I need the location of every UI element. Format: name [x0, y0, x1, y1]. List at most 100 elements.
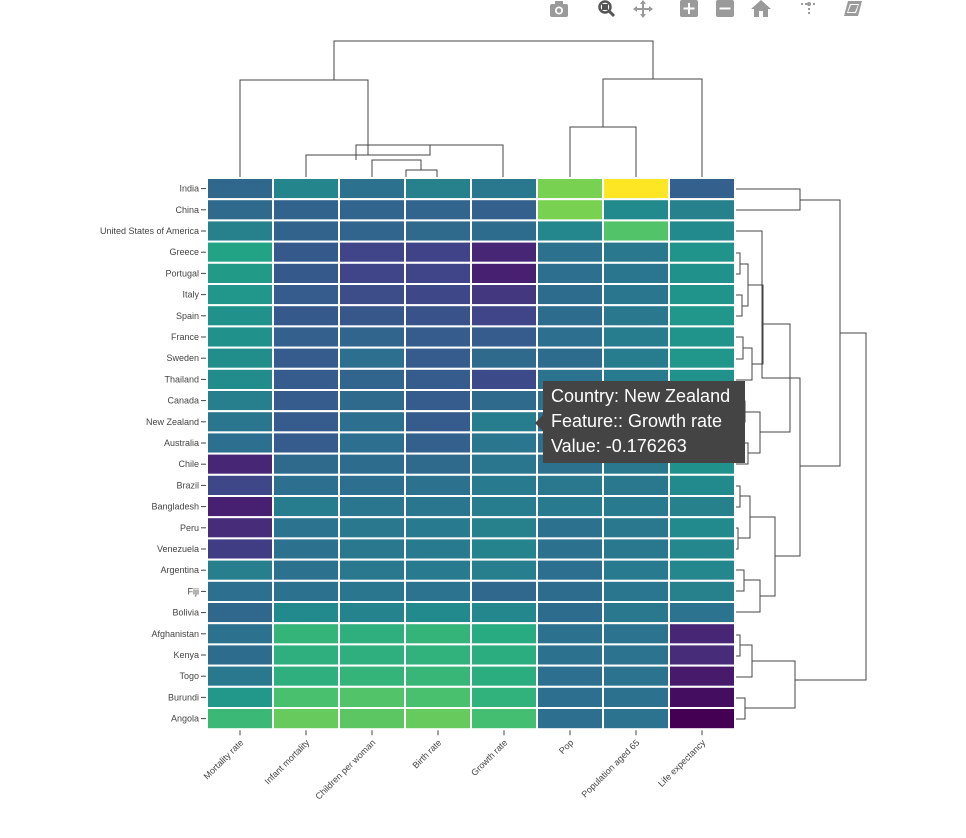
heatmap-cell[interactable]	[206, 325, 274, 349]
heatmap-cell[interactable]	[470, 389, 538, 413]
heatmap-cell[interactable]	[338, 219, 406, 243]
heatmap-cell[interactable]	[470, 367, 538, 391]
heatmap-cell[interactable]	[272, 579, 340, 603]
heatmap-cell[interactable]	[404, 643, 472, 667]
heatmap-cell[interactable]	[206, 537, 274, 561]
heatmap-cell[interactable]	[470, 177, 538, 201]
heatmap-cell[interactable]	[668, 304, 736, 328]
heatmap-cell[interactable]	[536, 643, 604, 667]
heatmap-cell[interactable]	[470, 601, 538, 625]
heatmap-cell[interactable]	[206, 643, 274, 667]
heatmap-cell[interactable]	[536, 516, 604, 540]
heatmap-cell[interactable]	[206, 558, 274, 582]
heatmap-cell[interactable]	[272, 346, 340, 370]
heatmap-cell[interactable]	[470, 452, 538, 476]
heatmap-cell[interactable]	[470, 410, 538, 434]
heatmap-cell[interactable]	[536, 219, 604, 243]
pan-icon[interactable]	[632, 0, 658, 20]
heatmap-cell[interactable]	[470, 240, 538, 264]
heatmap-cell[interactable]	[602, 304, 670, 328]
heatmap-cell[interactable]	[602, 516, 670, 540]
heatmap-cell[interactable]	[338, 516, 406, 540]
heatmap-cell[interactable]	[602, 601, 670, 625]
heatmap-cell[interactable]	[536, 495, 604, 519]
heatmap-cell[interactable]	[338, 664, 406, 688]
heatmap-cell[interactable]	[338, 325, 406, 349]
heatmap-cell[interactable]	[536, 685, 604, 709]
heatmap-cell[interactable]	[602, 643, 670, 667]
heatmap-cell[interactable]	[206, 516, 274, 540]
heatmap-cell[interactable]	[602, 261, 670, 285]
heatmap-cell[interactable]	[206, 219, 274, 243]
heatmap-cell[interactable]	[404, 452, 472, 476]
heatmap-cell[interactable]	[272, 516, 340, 540]
heatmap-cell[interactable]	[206, 367, 274, 391]
heatmap-cell[interactable]	[404, 198, 472, 222]
heatmap-cell[interactable]	[536, 622, 604, 646]
heatmap-cell[interactable]	[338, 579, 406, 603]
heatmap-cell[interactable]	[404, 579, 472, 603]
heatmap-cell[interactable]	[338, 452, 406, 476]
heatmap-cell[interactable]	[206, 601, 274, 625]
heatmap-cell[interactable]	[404, 601, 472, 625]
heatmap-cell[interactable]	[602, 240, 670, 264]
heatmap-cell[interactable]	[272, 410, 340, 434]
heatmap-cell[interactable]	[272, 495, 340, 519]
heatmap-cell[interactable]	[404, 495, 472, 519]
heatmap-cell[interactable]	[602, 198, 670, 222]
heatmap-cell[interactable]	[206, 664, 274, 688]
heatmap-cell[interactable]	[470, 707, 538, 731]
heatmap-cell[interactable]	[272, 325, 340, 349]
heatmap-cell[interactable]	[668, 177, 736, 201]
heatmap-cell[interactable]	[338, 304, 406, 328]
heatmap-cell[interactable]	[272, 367, 340, 391]
heatmap-cell[interactable]	[536, 537, 604, 561]
camera-icon[interactable]	[548, 0, 574, 20]
heatmap-cell[interactable]	[536, 325, 604, 349]
heatmap-cell[interactable]	[272, 177, 340, 201]
heatmap-cell[interactable]	[536, 198, 604, 222]
heatmap-cell[interactable]	[206, 685, 274, 709]
zoom-out-icon[interactable]	[714, 0, 740, 20]
zoom-in-icon[interactable]	[678, 0, 704, 20]
heatmap-cell[interactable]	[470, 198, 538, 222]
heatmap-cell[interactable]	[668, 473, 736, 497]
heatmap-cell[interactable]	[470, 558, 538, 582]
heatmap-cell[interactable]	[536, 261, 604, 285]
heatmap-cell[interactable]	[404, 685, 472, 709]
heatmap-cell[interactable]	[470, 495, 538, 519]
heatmap-cell[interactable]	[602, 495, 670, 519]
heatmap-cell[interactable]	[470, 431, 538, 455]
heatmap-cell[interactable]	[602, 537, 670, 561]
heatmap-cell[interactable]	[338, 495, 406, 519]
heatmap-cell[interactable]	[536, 558, 604, 582]
heatmap-cell[interactable]	[338, 537, 406, 561]
heatmap-cell[interactable]	[338, 431, 406, 455]
heatmap-cell[interactable]	[206, 177, 274, 201]
heatmap-cell[interactable]	[338, 367, 406, 391]
heatmap-cell[interactable]	[404, 219, 472, 243]
heatmap-cell[interactable]	[338, 198, 406, 222]
heatmap-cell[interactable]	[272, 304, 340, 328]
heatmap-cell[interactable]	[338, 283, 406, 307]
heatmap-cell[interactable]	[668, 579, 736, 603]
heatmap-cell[interactable]	[404, 431, 472, 455]
heatmap-cell[interactable]	[404, 707, 472, 731]
heatmap-cell[interactable]	[602, 219, 670, 243]
heatmap-cell[interactable]	[470, 579, 538, 603]
heatmap-cell[interactable]	[338, 410, 406, 434]
heatmap-cell[interactable]	[206, 304, 274, 328]
heatmap-cell[interactable]	[602, 579, 670, 603]
heatmap-cell[interactable]	[272, 622, 340, 646]
heatmap-cell[interactable]	[470, 283, 538, 307]
heatmap-cell[interactable]	[404, 622, 472, 646]
heatmap-cell[interactable]	[668, 601, 736, 625]
heatmap-cell[interactable]	[206, 579, 274, 603]
home-icon[interactable]	[750, 0, 776, 20]
heatmap-cell[interactable]	[668, 516, 736, 540]
heatmap-cell[interactable]	[404, 325, 472, 349]
heatmap-cell[interactable]	[404, 283, 472, 307]
heatmap-cell[interactable]	[272, 643, 340, 667]
heatmap-cell[interactable]	[668, 495, 736, 519]
heatmap-cell[interactable]	[536, 579, 604, 603]
